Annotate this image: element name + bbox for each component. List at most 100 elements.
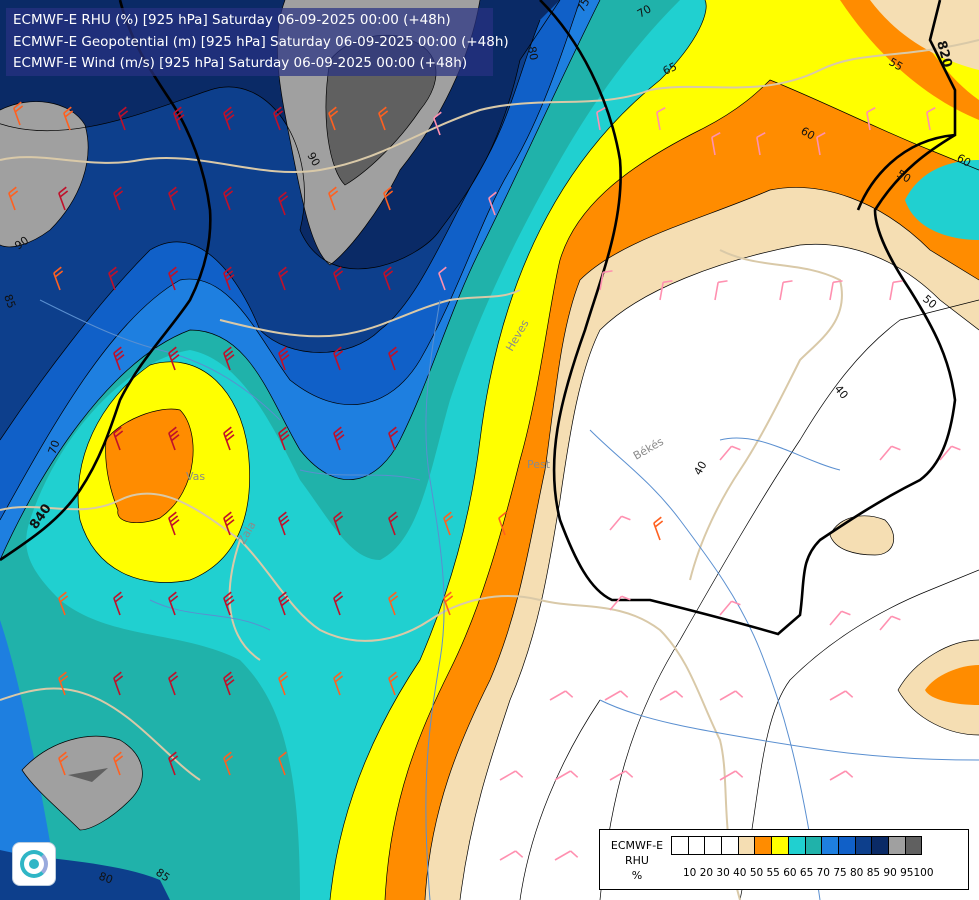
rhu-label: 40 [691,459,709,478]
legend-model: ECMWF-E [610,839,664,852]
rhu-label: 60 [799,124,818,142]
wind-barb-icon [223,346,235,371]
legend-swatch [704,836,723,855]
wind-barb-icon [609,770,634,781]
wind-barb-icon [388,671,399,696]
wind-barb-icon [173,106,185,131]
wind-barb-icon [113,186,124,211]
wind-barb-icon [278,511,290,536]
wind-barb-icon [278,426,290,451]
legend-tick-label: 65 [799,867,814,879]
wind-barb-icon [108,266,119,291]
wind-barb-icon [278,346,290,371]
wind-barb-icon [278,266,289,291]
wind-barb-icon [63,106,74,131]
band-below-50 [460,244,979,900]
wind-barb-icon [609,515,631,531]
rhu-label: 50 [895,167,914,185]
wind-barb-icon [333,426,345,451]
legend-swatch [737,836,756,855]
legend-swatches [671,836,923,855]
map-title-box: ECMWF-E RHU (%) [925 hPa] Saturday 06-09… [6,8,509,76]
wind-barb-icon [333,346,344,371]
wind-barb-icon [388,511,399,536]
legend-tick-label: 85 [866,867,881,879]
title-geopotential: ECMWF-E Geopotential (m) [925 hPa] Satur… [13,33,509,50]
wind-barb-icon [488,191,497,216]
wind-barb-icon [939,445,961,461]
wind-barb-icon [328,186,339,211]
wind-barb-icon [816,132,826,156]
rivers [39,299,979,900]
wind-barb-icon [278,191,289,216]
cell-sw-grey [22,736,143,830]
wind-barb-icon [443,591,454,616]
wind-barb-icon [714,280,728,301]
wind-barb-icon [659,690,684,701]
legend-swatch [904,836,923,855]
wind-barb-icon [498,511,507,536]
legend-swatch [687,836,706,855]
wind-barb-icon [388,591,399,616]
wind-barb-icon [168,346,180,371]
wind-barb-icon [168,751,179,776]
wind-barb-icon [223,266,235,291]
wind-barb-icon [58,591,69,616]
legend-tick-label: 30 [716,867,730,879]
wind-barb-icon [223,751,234,776]
wind-barb-icon [118,106,129,131]
wind-barb-icon [829,690,854,701]
wind-barb-icon [8,186,19,211]
wind-barb-icon [223,426,235,451]
rhu-label: 60 [955,151,974,169]
wind-barb-icon [223,186,234,211]
place-labels: Heves Békés Pest Vas Zala [186,317,666,546]
legend-tick-label: 60 [783,867,797,879]
wind-barb-icon [113,671,124,696]
wind-barb-icon [549,690,574,701]
rhu-label: 80 [97,870,115,887]
wind-barb-icon [113,591,124,616]
patch-ne-wheat [870,0,979,70]
title-rhu: ECMWF-E RHU (%) [925 hPa] Saturday 06-09… [13,12,451,28]
wind-barb-icon [756,132,766,156]
legend-swatch [837,836,856,855]
legend-tick-label: 20 [699,867,714,879]
wind-barb-icon [328,106,339,131]
rhu-label: 90 [304,150,322,169]
wind-barb-icon [168,671,179,696]
cell-east-orange [925,665,979,705]
legend-swatch [887,836,906,855]
legend-tick-label: 100 [913,867,934,879]
provider-logo [12,842,56,886]
wind-barb-icon [499,770,524,781]
wind-barb-icon [223,106,235,131]
wind-barb-icon [278,591,290,616]
wind-barb-icon [596,107,606,131]
legend-title: ECMWF-E RHU % [603,838,671,883]
wind-barb-icon [829,770,854,781]
rhu-label: 70 [635,2,654,20]
wind-barb-icon [879,445,901,461]
wind-barb-icon [58,751,69,776]
country-borders [0,39,979,900]
legend-swatch [804,836,823,855]
wind-barb-icon [223,591,235,616]
legend-tick-label: 55 [766,867,780,879]
legend-swatch [671,836,689,855]
wind-barb-icon [333,591,344,616]
rhu-label: 80 [525,45,540,61]
wind-barb-icon [719,770,744,781]
title-wind: ECMWF-E Wind (m/s) [925 hPa] Saturday 06… [13,55,468,71]
wind-barb-icon [168,186,179,211]
wind-barb-icon [58,671,69,696]
wind-barb-icon [656,107,666,131]
wind-barb-icon [711,132,721,156]
rhu-label: 55 [887,55,906,73]
wind-barb-icon [58,186,69,211]
wind-barb-icon [223,511,235,536]
wind-barb-icon [53,266,64,291]
wind-barb-icon [926,107,936,131]
